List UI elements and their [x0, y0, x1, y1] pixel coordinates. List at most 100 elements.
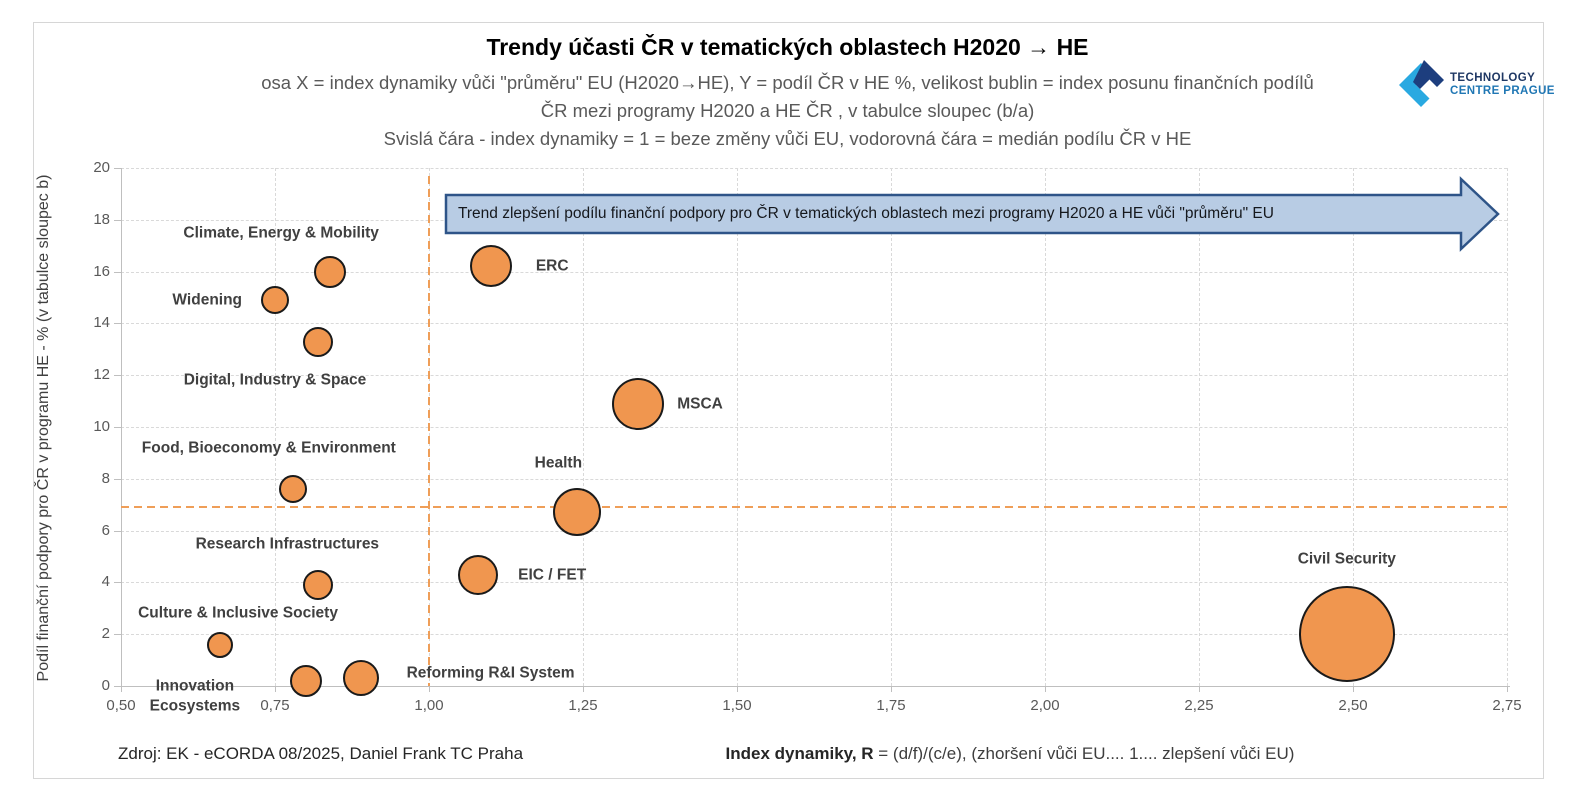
y-tick-mark	[114, 219, 121, 221]
x-tick-label: 0,75	[260, 697, 290, 714]
bubble-food-bioeconomy-environment	[279, 475, 308, 504]
bubble-label-erc: ERC	[535, 257, 569, 275]
y-tick-label: 0	[101, 677, 110, 694]
gridline-horizontal	[121, 478, 1507, 480]
x-tick-label: 2,25	[1184, 697, 1214, 714]
x-tick-mark	[1353, 686, 1354, 692]
y-tick-mark	[114, 427, 121, 428]
gridline-vertical	[1199, 168, 1200, 686]
bubble-label-eic-fet: EIC / FET	[518, 565, 587, 583]
y-tick-mark	[114, 323, 121, 325]
gridline-vertical	[1507, 168, 1508, 686]
y-tick-mark	[114, 634, 121, 636]
x-tick-mark	[121, 686, 122, 692]
y-tick-mark	[114, 271, 121, 273]
gridline-vertical	[891, 168, 892, 686]
bubble-innovation-ecosystems	[289, 664, 322, 697]
x-axis-line	[121, 686, 1510, 687]
x-tick-label: 1,25	[568, 697, 598, 714]
bubble-label-digital-industry-space: Digital, Industry & Space	[183, 371, 367, 389]
gridline-vertical	[275, 168, 276, 686]
right-arrow-shape	[444, 176, 1500, 252]
y-tick-mark	[114, 686, 121, 687]
bubble-widening	[261, 286, 289, 315]
bubble-label-civil-security: Civil Security	[1297, 550, 1396, 568]
source-note: Zdroj: EK - eCORDA 08/2025, Daniel Frank…	[118, 744, 524, 763]
bubble-label-reforming-r-i-system: Reforming R&I System	[406, 664, 575, 682]
y-tick-label: 6	[101, 521, 110, 539]
chart-title: Trendy účasti ČR v tematických oblastech…	[486, 34, 1089, 60]
x-tick-label: 1,75	[876, 697, 906, 714]
y-tick-mark	[114, 530, 121, 532]
dynamics-index-reference-line	[428, 176, 430, 686]
x-tick-mark	[429, 686, 430, 692]
gridline-vertical	[737, 168, 738, 686]
bubble-erc	[469, 245, 512, 288]
trend-arrow-text: Trend zlepšení podílu finanční podpory p…	[458, 205, 1274, 222]
x-tick-label: 2,75	[1492, 697, 1522, 714]
x-tick-mark	[583, 686, 584, 692]
gridline-horizontal	[121, 271, 1507, 273]
x-tick-mark	[275, 686, 276, 692]
x-tick-label: 1,50	[722, 697, 752, 714]
y-tick-label: 20	[93, 159, 110, 176]
gridline-horizontal	[121, 168, 1507, 169]
x-axis-title-bold: Index dynamiky, R	[725, 744, 874, 763]
bubble-msca	[612, 377, 665, 430]
y-tick-mark	[114, 478, 121, 480]
gridline-horizontal	[121, 582, 1507, 584]
x-tick-mark	[891, 686, 892, 692]
x-tick-label: 2,50	[1338, 697, 1368, 714]
gridline-horizontal	[121, 427, 1507, 428]
technology-centre-prague-logo: TECHNOLOGY CENTRE PRAGUE	[1394, 60, 1555, 110]
x-tick-label: 1,00	[414, 697, 444, 714]
gridline-horizontal	[121, 323, 1507, 325]
gridline-horizontal	[121, 530, 1507, 532]
x-tick-label: 2,00	[1030, 697, 1060, 714]
bubble-label-climate-energy-mobility: Climate, Energy & Mobility	[183, 224, 379, 242]
tcp-diamond-icon	[1394, 60, 1444, 110]
x-tick-mark	[737, 686, 738, 692]
y-tick-label: 14	[93, 314, 110, 332]
bubble-label-culture-inclusive-society: Culture & Inclusive Society	[138, 604, 338, 622]
trend-arrow-banner: Trend zlepšení podílu finanční podpory p…	[444, 176, 1504, 252]
bubble-climate-energy-mobility	[314, 255, 347, 288]
bubble-reforming-r-i-system	[343, 660, 380, 697]
y-tick-label: 18	[93, 210, 110, 228]
y-tick-label: 4	[101, 573, 110, 591]
bubble-label-innovation-ecosystems: Innovation Ecosystems	[149, 677, 241, 715]
gridline-horizontal	[121, 375, 1507, 377]
median-share-reference-line	[121, 506, 1510, 509]
y-tick-label: 16	[93, 262, 110, 280]
bubble-digital-industry-space	[303, 326, 334, 357]
y-tick-label: 10	[93, 418, 110, 435]
chart-frame	[33, 22, 1544, 779]
gridline-vertical	[583, 168, 584, 686]
chart-subtitle-line1: osa X = index dynamiky vůči "průměru" EU…	[261, 72, 1314, 93]
logo-text-centre-prague: CENTRE PRAGUE	[1450, 85, 1555, 97]
logo-text-technology: TECHNOLOGY	[1450, 71, 1536, 84]
bubble-culture-inclusive-society	[206, 631, 233, 658]
y-tick-label: 2	[101, 625, 110, 643]
y-tick-label: 12	[93, 366, 110, 384]
y-tick-label: 8	[101, 469, 110, 487]
y-tick-mark	[114, 375, 121, 377]
x-tick-mark	[1199, 686, 1200, 692]
gridline-vertical	[1353, 168, 1354, 686]
x-tick-mark	[1507, 686, 1508, 692]
x-tick-label: 0,50	[106, 697, 136, 714]
bubble-research-infrastructures	[303, 569, 334, 600]
chart-subtitle-line3: Svislá čára - index dynamiky = 1 = beze …	[383, 128, 1192, 149]
bubble-label-food-bioeconomy-environment: Food, Bioeconomy & Environment	[141, 439, 396, 457]
bubble-label-widening: Widening	[172, 291, 243, 309]
bubble-eic-fet	[458, 554, 499, 595]
bubble-health	[552, 488, 601, 537]
gridline-horizontal	[121, 634, 1507, 636]
x-tick-mark	[1045, 686, 1046, 692]
chart-subtitle-line2: ČR mezi programy H2020 a HE ČR , v tabul…	[540, 100, 1035, 121]
bubble-label-research-infrastructures: Research Infrastructures	[195, 534, 380, 552]
x-axis-title: Index dynamiky, R = (d/f)/(c/e), (zhorše…	[620, 744, 1400, 764]
bubble-label-health: Health	[534, 454, 583, 472]
